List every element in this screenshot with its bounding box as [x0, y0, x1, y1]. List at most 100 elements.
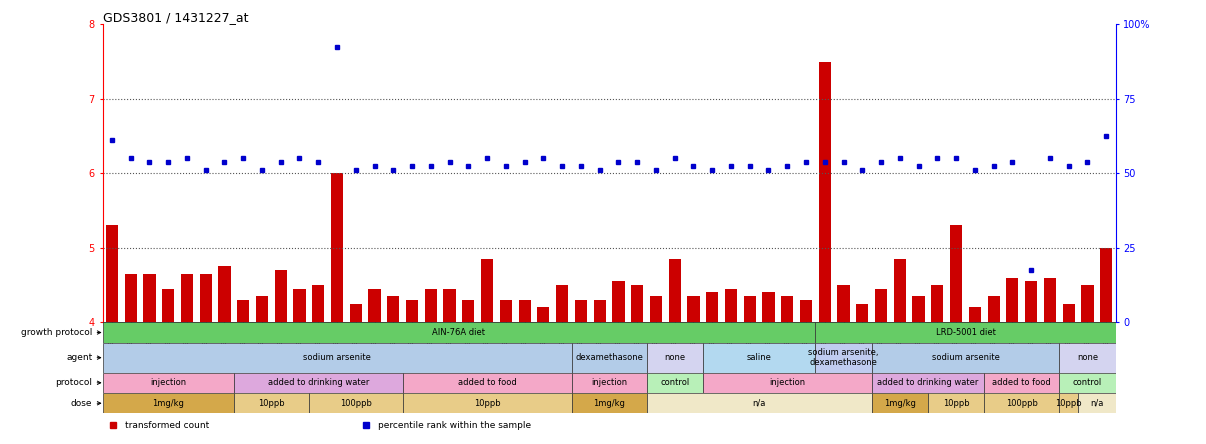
Bar	[1025, 281, 1037, 322]
Bar	[403, 373, 572, 393]
Text: growth protocol: growth protocol	[21, 328, 93, 337]
Bar	[103, 373, 234, 393]
Bar	[631, 285, 643, 322]
Bar	[744, 296, 756, 322]
Bar	[106, 226, 118, 322]
Bar	[815, 322, 1116, 343]
Bar	[499, 300, 511, 322]
Bar	[872, 373, 984, 393]
Bar	[312, 285, 324, 322]
Bar	[931, 285, 943, 322]
Bar	[703, 343, 815, 373]
Bar	[646, 393, 872, 413]
Bar	[1059, 393, 1078, 413]
Bar	[403, 393, 572, 413]
Bar	[1078, 393, 1116, 413]
Text: GDS3801 / 1431227_at: GDS3801 / 1431227_at	[103, 12, 248, 24]
Bar	[444, 289, 456, 322]
Bar	[1059, 373, 1116, 393]
Bar	[309, 393, 403, 413]
Bar	[330, 173, 344, 322]
Text: 100ppb: 100ppb	[340, 399, 371, 408]
Text: 100ppb: 100ppb	[1006, 399, 1037, 408]
Text: n/a: n/a	[753, 399, 766, 408]
Bar	[927, 393, 984, 413]
Bar	[103, 322, 815, 343]
Bar	[646, 343, 703, 373]
Bar	[406, 300, 418, 322]
Text: 1mg/kg: 1mg/kg	[593, 399, 625, 408]
Bar	[1043, 278, 1056, 322]
Bar	[815, 343, 872, 373]
Bar	[819, 62, 831, 322]
Text: 1mg/kg: 1mg/kg	[884, 399, 915, 408]
Bar	[462, 300, 474, 322]
Bar	[984, 393, 1059, 413]
Text: control: control	[660, 378, 690, 387]
Bar	[872, 393, 927, 413]
Bar	[103, 343, 572, 373]
Bar	[668, 259, 680, 322]
Text: injection: injection	[591, 378, 627, 387]
Text: protocol: protocol	[55, 378, 93, 387]
Bar	[350, 304, 362, 322]
Bar	[234, 373, 403, 393]
Bar	[200, 274, 212, 322]
Bar	[725, 289, 737, 322]
Bar	[913, 296, 925, 322]
Bar	[707, 293, 719, 322]
Bar	[874, 289, 888, 322]
Text: added to food: added to food	[458, 378, 516, 387]
Bar	[856, 304, 868, 322]
Bar	[572, 373, 646, 393]
Bar	[181, 274, 193, 322]
Text: sodium arsenite: sodium arsenite	[931, 353, 1000, 362]
Bar	[762, 293, 774, 322]
Bar	[1100, 248, 1112, 322]
Bar	[124, 274, 136, 322]
Text: control: control	[1073, 378, 1102, 387]
Text: percentile rank within the sample: percentile rank within the sample	[377, 421, 531, 430]
Bar	[593, 300, 605, 322]
Bar	[293, 289, 305, 322]
Bar	[103, 393, 234, 413]
Text: agent: agent	[66, 353, 93, 362]
Bar	[575, 300, 587, 322]
Text: LRD-5001 diet: LRD-5001 diet	[936, 328, 995, 337]
Text: 10ppb: 10ppb	[1055, 399, 1082, 408]
Bar	[275, 270, 287, 322]
Bar	[387, 296, 399, 322]
Text: dose: dose	[71, 399, 93, 408]
Bar	[369, 289, 381, 322]
Bar	[872, 343, 1059, 373]
Bar	[1006, 278, 1018, 322]
Text: 10ppb: 10ppb	[258, 399, 285, 408]
Text: injection: injection	[769, 378, 806, 387]
Bar	[572, 393, 646, 413]
Bar	[572, 343, 646, 373]
Text: 1mg/kg: 1mg/kg	[152, 399, 185, 408]
Text: sodium arsenite,
dexamethasone: sodium arsenite, dexamethasone	[808, 348, 879, 367]
Text: 10ppb: 10ppb	[943, 399, 970, 408]
Bar	[1062, 304, 1075, 322]
Text: injection: injection	[150, 378, 186, 387]
Text: AIN-76A diet: AIN-76A diet	[433, 328, 486, 337]
Bar	[234, 393, 309, 413]
Text: added to drinking water: added to drinking water	[877, 378, 978, 387]
Bar	[950, 226, 962, 322]
Bar	[481, 259, 493, 322]
Text: 10ppb: 10ppb	[474, 399, 500, 408]
Text: n/a: n/a	[1090, 399, 1103, 408]
Bar	[519, 300, 531, 322]
Bar	[968, 307, 980, 322]
Bar	[238, 300, 250, 322]
Text: none: none	[1077, 353, 1097, 362]
Text: saline: saline	[747, 353, 772, 362]
Text: transformed count: transformed count	[124, 421, 209, 430]
Bar	[646, 373, 703, 393]
Bar	[703, 373, 872, 393]
Bar	[650, 296, 662, 322]
Bar	[988, 296, 1000, 322]
Bar	[218, 266, 230, 322]
Bar	[837, 285, 849, 322]
